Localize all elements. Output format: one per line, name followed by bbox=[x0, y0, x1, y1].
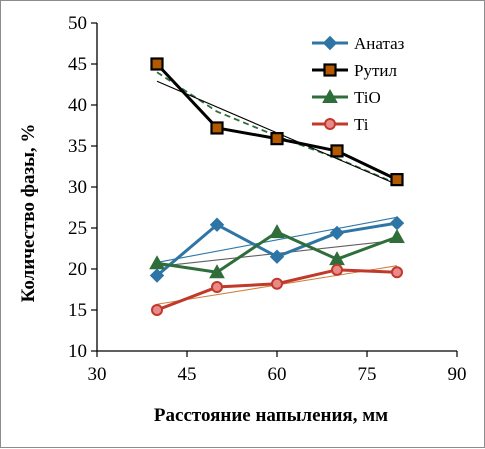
legend-label: Анатаз bbox=[354, 34, 405, 53]
data-point-triangle bbox=[269, 224, 285, 239]
trendline-linear bbox=[156, 216, 398, 263]
y-axis-title: Количество фазы, % bbox=[18, 124, 39, 303]
data-point-circle bbox=[391, 266, 403, 279]
x-tick-label: 30 bbox=[88, 364, 107, 385]
axes: 10 15 20 25 30 35 40 45 50 30 45 60 75 90 bbox=[68, 13, 467, 385]
y-tick-label: 10 bbox=[68, 341, 87, 362]
data-point-triangle bbox=[322, 88, 338, 103]
legend-label: Рутил bbox=[354, 61, 397, 80]
y-tick-label: 40 bbox=[68, 95, 87, 116]
data-point-square bbox=[150, 57, 164, 71]
data-point-diamond bbox=[209, 217, 225, 232]
x-axis-title: Расстояние напыления, мм bbox=[154, 405, 388, 426]
data-point-square bbox=[323, 63, 337, 77]
data-point-circle bbox=[324, 118, 336, 130]
data-point-diamond bbox=[322, 35, 338, 51]
legend: Анатаз Рутил TiO Ti bbox=[312, 34, 405, 134]
legend-label: TiO bbox=[354, 88, 381, 107]
data-point-triangle bbox=[209, 264, 225, 279]
data-point-circle bbox=[151, 304, 163, 316]
data-point-triangle bbox=[389, 228, 405, 244]
y-tick-label: 35 bbox=[68, 136, 87, 157]
x-tick-label: 60 bbox=[268, 364, 287, 385]
data-point-diamond bbox=[329, 225, 345, 241]
y-tick-label: 15 bbox=[68, 300, 87, 321]
y-tick-label: 25 bbox=[68, 218, 87, 239]
x-tick-label: 45 bbox=[178, 364, 197, 385]
data-point-diamond bbox=[269, 249, 285, 264]
y-tick-label: 50 bbox=[68, 13, 87, 34]
y-tick-label: 20 bbox=[68, 259, 87, 280]
data-point-circle bbox=[271, 277, 283, 290]
y-tick-label: 45 bbox=[68, 54, 87, 75]
series-markers bbox=[149, 57, 405, 316]
x-tick-label: 75 bbox=[358, 364, 377, 385]
x-tick-label: 90 bbox=[448, 364, 467, 385]
data-point-square bbox=[270, 132, 284, 146]
data-point-square bbox=[390, 173, 404, 187]
series-line bbox=[156, 268, 398, 312]
data-point-triangle bbox=[149, 255, 165, 270]
data-point-diamond bbox=[149, 268, 165, 283]
data-point-square bbox=[210, 121, 224, 135]
data-point-circle bbox=[211, 281, 223, 294]
legend-label: Ti bbox=[354, 115, 369, 134]
data-point-square bbox=[330, 144, 344, 158]
data-point-circle bbox=[331, 263, 343, 276]
y-tick-label: 30 bbox=[68, 177, 87, 198]
